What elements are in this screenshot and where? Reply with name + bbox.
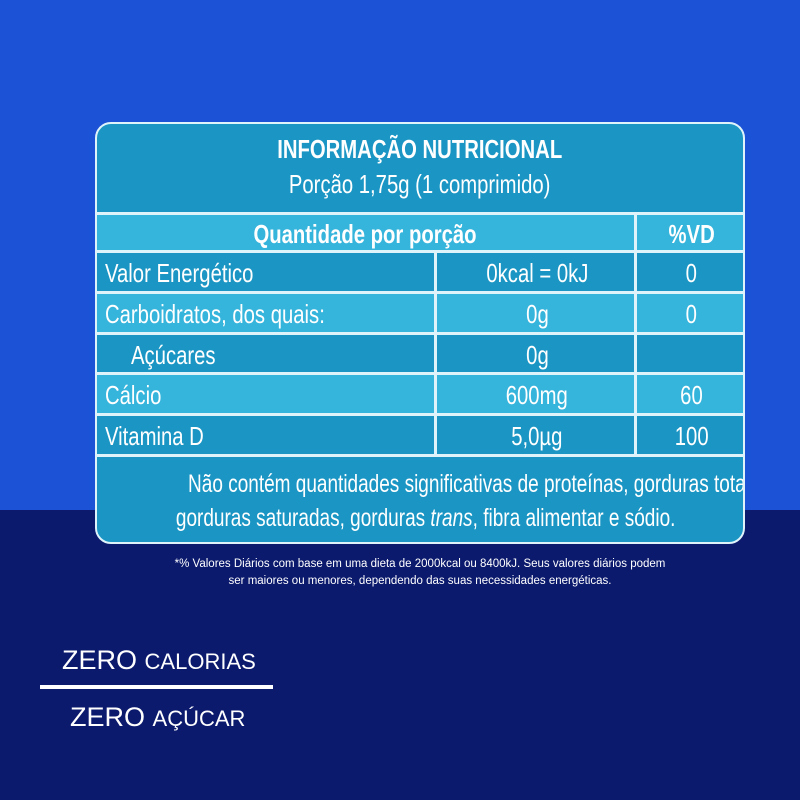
table-header-row: Quantidade por porção %VD — [97, 212, 743, 253]
table-row: Valor Energético 0kcal = 0kJ 0 — [97, 250, 743, 294]
claim-zero-calories: ZERO CALORIAS — [62, 645, 256, 675]
table-row: Carboidratos, dos quais: 0g 0 — [97, 291, 743, 335]
table-title-block: INFORMAÇÃO NUTRICIONAL Porção 1,75g (1 c… — [97, 124, 743, 212]
nutrient-amount: 0g — [525, 299, 549, 329]
nutrient-dv: 60 — [680, 380, 703, 410]
header-dv: %VD — [668, 218, 715, 249]
nutrient-name: Cálcio — [105, 380, 162, 410]
portion-size: Porção 1,75g (1 comprimido) — [289, 169, 551, 199]
nutrient-amount: 600mg — [505, 380, 569, 410]
nutrient-name: Carboidratos, dos quais: — [105, 299, 325, 329]
nutrient-name: Valor Energético — [105, 258, 254, 288]
claims-divider — [40, 685, 273, 689]
nutrient-dv: 0 — [685, 299, 698, 329]
table-row: Açúcares 0g — [97, 332, 743, 375]
nutrient-dv: 100 — [674, 421, 709, 451]
nutrition-facts-table: INFORMAÇÃO NUTRICIONAL Porção 1,75g (1 c… — [95, 122, 745, 544]
nutrient-name: Vitamina D — [105, 421, 204, 451]
nutrient-amount: 0g — [525, 339, 549, 370]
daily-value-footnote: *% Valores Diários com base em uma dieta… — [174, 558, 666, 587]
table-row: Vitamina D 5,0µg 100 — [97, 413, 743, 457]
header-quantity: Quantidade por porção — [253, 218, 478, 249]
nutrient-amount: 5,0µg — [511, 421, 563, 451]
footer-line-1: Não contém quantidades significativas de… — [188, 470, 745, 498]
table-footer-note: Não contém quantidades significativas de… — [97, 454, 745, 542]
nutrient-name: Açúcares — [131, 339, 216, 370]
nutrient-amount: 0kcal = 0kJ — [485, 258, 589, 288]
table-title: INFORMAÇÃO NUTRICIONAL — [277, 134, 563, 164]
footer-line-2: gorduras saturadas, gorduras trans, fibr… — [175, 504, 676, 532]
table-row: Cálcio 600mg 60 — [97, 372, 743, 416]
claim-zero-sugar: ZERO AÇÚCAR — [70, 702, 246, 732]
nutrient-dv: 0 — [685, 258, 698, 288]
